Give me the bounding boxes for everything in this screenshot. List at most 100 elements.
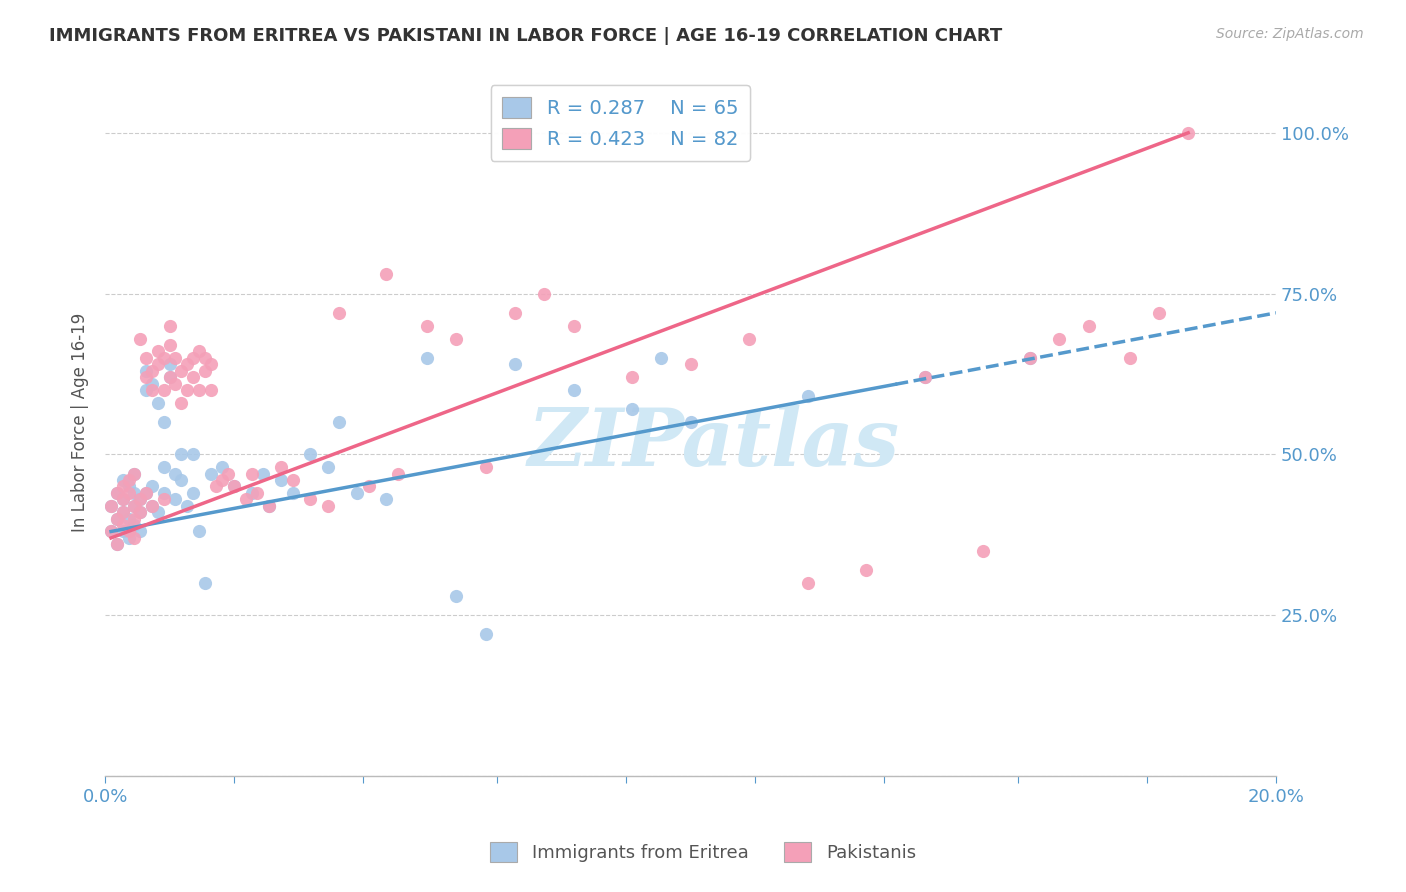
- Point: [159, 338, 181, 352]
- Point: [165, 467, 187, 481]
- Point: [152, 351, 174, 365]
- Point: [299, 447, 322, 461]
- Text: Source: ZipAtlas.com: Source: ZipAtlas.com: [1216, 27, 1364, 41]
- Point: [117, 524, 139, 539]
- Point: [181, 351, 204, 365]
- Point: [562, 383, 585, 397]
- Point: [1047, 332, 1070, 346]
- Point: [211, 460, 233, 475]
- Point: [146, 396, 169, 410]
- Point: [141, 383, 163, 397]
- Point: [111, 479, 134, 493]
- Point: [621, 402, 644, 417]
- Point: [181, 370, 204, 384]
- Point: [416, 351, 439, 365]
- Point: [1019, 351, 1042, 365]
- Point: [124, 499, 146, 513]
- Point: [170, 447, 193, 461]
- Point: [328, 415, 350, 429]
- Point: [152, 460, 174, 475]
- Point: [252, 467, 274, 481]
- Point: [446, 332, 468, 346]
- Point: [235, 492, 257, 507]
- Point: [240, 486, 263, 500]
- Point: [1147, 306, 1170, 320]
- Point: [328, 306, 350, 320]
- Point: [1077, 318, 1099, 333]
- Point: [855, 563, 877, 577]
- Point: [152, 383, 174, 397]
- Point: [117, 473, 139, 487]
- Point: [159, 357, 181, 371]
- Point: [387, 467, 409, 481]
- Point: [375, 492, 398, 507]
- Point: [170, 473, 193, 487]
- Point: [105, 486, 128, 500]
- Point: [1118, 351, 1140, 365]
- Point: [205, 479, 228, 493]
- Point: [562, 318, 585, 333]
- Point: [146, 344, 169, 359]
- Point: [111, 524, 134, 539]
- Point: [474, 460, 496, 475]
- Point: [152, 486, 174, 500]
- Point: [105, 486, 128, 500]
- Legend: R = 0.287    N = 65, R = 0.423    N = 82: R = 0.287 N = 65, R = 0.423 N = 82: [491, 86, 751, 161]
- Point: [796, 389, 818, 403]
- Point: [533, 286, 555, 301]
- Point: [375, 267, 398, 281]
- Point: [111, 518, 134, 533]
- Point: [141, 376, 163, 391]
- Point: [111, 505, 134, 519]
- Point: [135, 370, 157, 384]
- Point: [105, 511, 128, 525]
- Point: [316, 460, 339, 475]
- Point: [176, 499, 198, 513]
- Point: [270, 473, 292, 487]
- Point: [194, 351, 217, 365]
- Point: [124, 511, 146, 525]
- Point: [211, 473, 233, 487]
- Point: [124, 518, 146, 533]
- Point: [257, 499, 280, 513]
- Point: [129, 332, 152, 346]
- Point: [129, 505, 152, 519]
- Point: [100, 499, 122, 513]
- Point: [124, 499, 146, 513]
- Point: [357, 479, 380, 493]
- Point: [135, 364, 157, 378]
- Point: [100, 524, 122, 539]
- Point: [176, 383, 198, 397]
- Point: [124, 531, 146, 545]
- Point: [165, 351, 187, 365]
- Point: [246, 486, 269, 500]
- Point: [111, 492, 134, 507]
- Point: [217, 467, 239, 481]
- Point: [117, 486, 139, 500]
- Point: [129, 524, 152, 539]
- Point: [170, 396, 193, 410]
- Point: [105, 511, 128, 525]
- Point: [200, 383, 222, 397]
- Point: [257, 499, 280, 513]
- Point: [129, 492, 152, 507]
- Point: [972, 543, 994, 558]
- Point: [146, 505, 169, 519]
- Point: [111, 473, 134, 487]
- Point: [152, 492, 174, 507]
- Point: [111, 505, 134, 519]
- Point: [181, 486, 204, 500]
- Point: [117, 511, 139, 525]
- Point: [159, 370, 181, 384]
- Point: [176, 357, 198, 371]
- Point: [914, 370, 936, 384]
- Point: [129, 492, 152, 507]
- Point: [146, 357, 169, 371]
- Point: [165, 492, 187, 507]
- Point: [200, 357, 222, 371]
- Point: [738, 332, 761, 346]
- Point: [200, 467, 222, 481]
- Point: [679, 415, 702, 429]
- Point: [100, 524, 122, 539]
- Legend: Immigrants from Eritrea, Pakistanis: Immigrants from Eritrea, Pakistanis: [482, 835, 924, 870]
